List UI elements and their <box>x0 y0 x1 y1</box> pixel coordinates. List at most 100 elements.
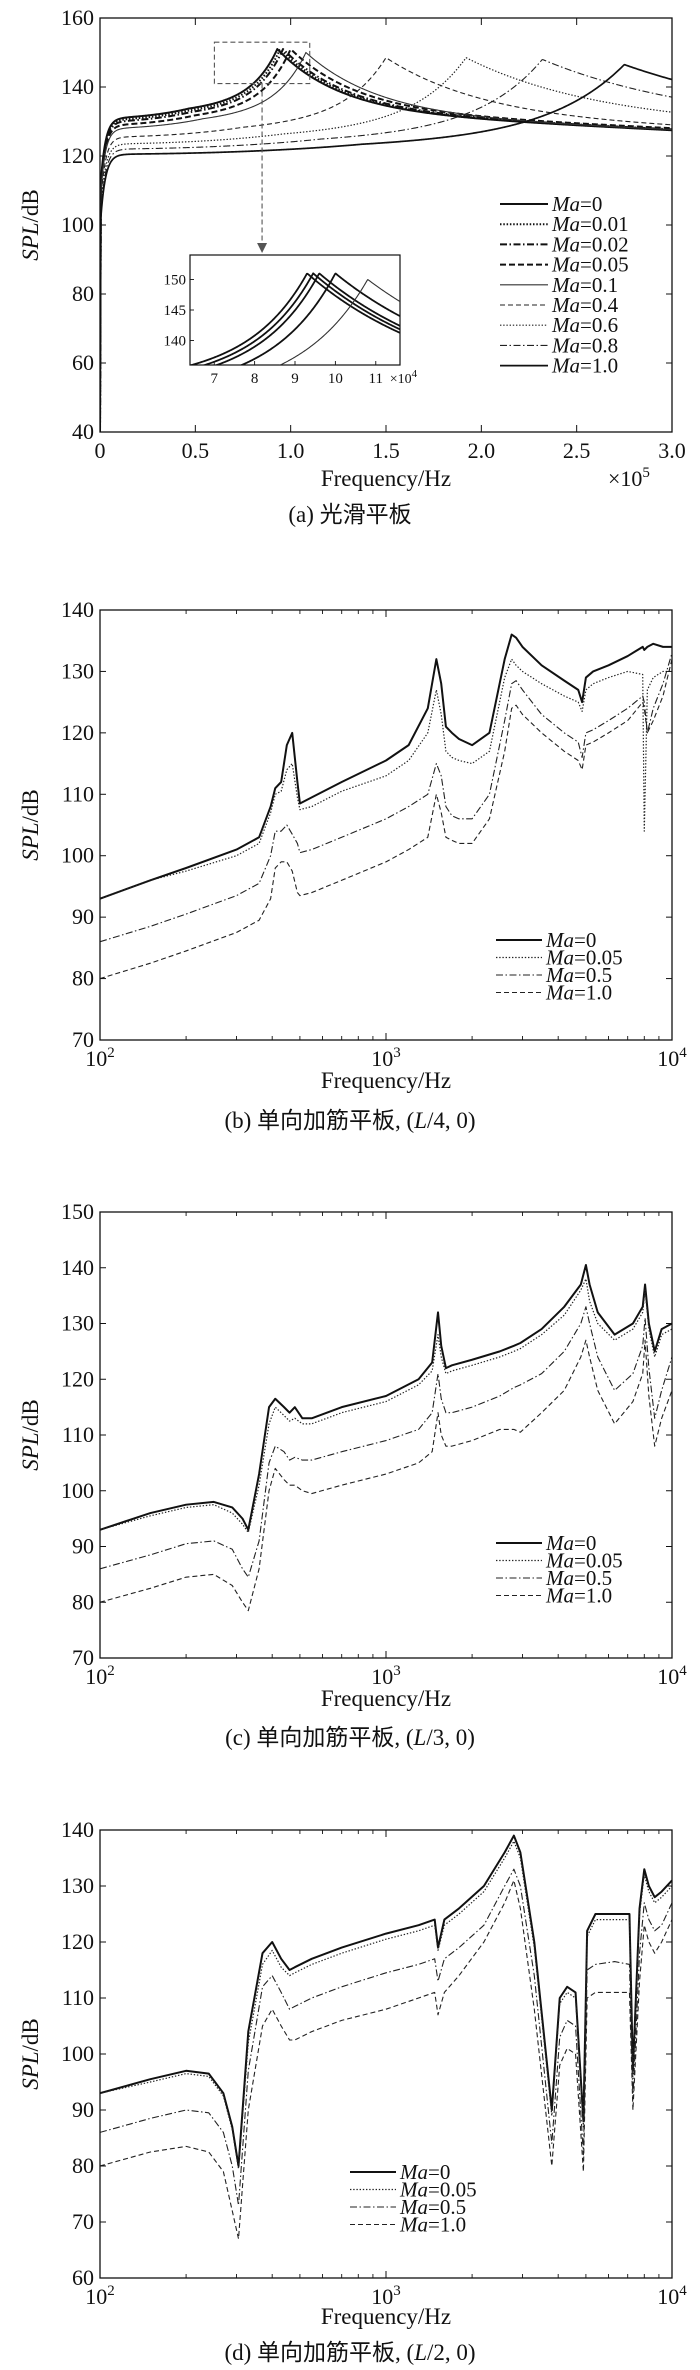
legend-value: =0 <box>580 192 602 216</box>
chart-subtitle: (d) 单向加筋平板, (L/2, 0) <box>224 2340 475 2365</box>
x-tick-label: 103 <box>371 2283 401 2309</box>
legend-value: =0.6 <box>580 313 618 337</box>
inset-x-tick-label: 10 <box>328 371 343 387</box>
x-tick-base: 10 <box>371 2284 393 2309</box>
legend-symbol: Ma <box>551 313 580 337</box>
series-line <box>100 57 672 432</box>
legend-symbol: Ma <box>551 354 580 378</box>
inset-x-multiplier: ×104 <box>390 368 418 387</box>
y-tick-label: 100 <box>61 843 94 868</box>
inset-y-tick-label: 150 <box>164 272 187 288</box>
subtitle-suffix: /4, 0) <box>427 1108 476 1133</box>
y-tick-label: 110 <box>62 1422 94 1447</box>
y-tick-label: 100 <box>61 2041 94 2066</box>
y-tick-label: 150 <box>61 1199 94 1224</box>
y-axis-label-symbol: SPL <box>18 822 43 860</box>
x-tick-base: 10 <box>371 1046 393 1071</box>
y-axis-label-symbol: SPL <box>18 1432 43 1470</box>
legend-entry: Ma=0.01 <box>551 212 629 236</box>
legend-symbol: Ma <box>551 273 580 297</box>
legend-symbol: Ma <box>551 212 580 236</box>
x-tick-base: 10 <box>657 2284 679 2309</box>
subtitle-symbol: L <box>413 1725 427 1750</box>
y-tick-label: 60 <box>72 350 94 375</box>
legend-value: =0 <box>574 928 596 952</box>
y-tick-label: 90 <box>72 1534 94 1559</box>
subtitle-prefix: (d) 单向加筋平板, ( <box>224 2340 414 2365</box>
x-tick-label: 1.0 <box>277 438 305 463</box>
x-tick-exponent: 2 <box>107 2283 115 2299</box>
y-axis-label-unit: /dB <box>18 189 43 222</box>
x-multiplier-base: ×10 <box>608 466 642 491</box>
legend-symbol: Ma <box>399 2213 428 2237</box>
legend-value: =0.02 <box>580 232 629 256</box>
y-tick-label: 130 <box>61 1311 94 1336</box>
legend-value: =1.0 <box>428 2213 466 2237</box>
y-axis-label-symbol: SPL <box>18 222 43 260</box>
legend-symbol: Ma <box>545 1566 574 1590</box>
x-axis-label: Frequency/Hz <box>321 1068 451 1093</box>
zoom-arrow-head <box>257 243 268 253</box>
legend-symbol: Ma <box>551 232 580 256</box>
inset-series-line <box>190 272 400 365</box>
y-tick-label: 80 <box>72 966 94 991</box>
series-line <box>100 1879 672 2240</box>
series-line <box>100 1868 672 2206</box>
x-axis-label: Frequency/Hz <box>321 1686 451 1711</box>
legend-entry: Ma=0 <box>399 2160 450 2184</box>
y-tick-label: 110 <box>62 781 94 806</box>
inset-x-tick-label: 9 <box>291 371 299 387</box>
y-tick-label: 120 <box>61 720 94 745</box>
x-axis-label: Frequency/Hz <box>321 2304 451 2329</box>
legend-entry: Ma=0.8 <box>551 333 618 357</box>
y-tick-label: 120 <box>61 143 94 168</box>
legend-entry: Ma=0.05 <box>545 1549 623 1573</box>
x-tick-exponent: 3 <box>393 1663 401 1679</box>
y-tick-label: 100 <box>61 212 94 237</box>
x-tick-exponent: 4 <box>679 2283 687 2299</box>
y-tick-label: 70 <box>72 2209 94 2234</box>
y-tick-label: 120 <box>61 1366 94 1391</box>
legend-entry: Ma=1.0 <box>399 2213 466 2237</box>
y-tick-label: 100 <box>61 1478 94 1503</box>
legend-value: =0.05 <box>428 2178 477 2202</box>
y-tick-label: 130 <box>61 1873 94 1898</box>
series-line <box>100 659 672 980</box>
legend-value: =0.8 <box>580 333 618 357</box>
legend-entry: Ma=0.5 <box>545 963 612 987</box>
y-tick-label: 130 <box>61 658 94 683</box>
x-tick-label: 3.0 <box>658 438 686 463</box>
x-tick-label: 0 <box>95 438 106 463</box>
legend-entry: Ma=1.0 <box>551 354 618 378</box>
y-tick-label: 140 <box>61 597 94 622</box>
legend-entry: Ma=0.6 <box>551 313 618 337</box>
x-tick-label: 103 <box>371 1663 401 1689</box>
x-tick-label: 104 <box>657 1045 687 1071</box>
series-line <box>100 1278 672 1534</box>
subtitle-suffix: /3, 0) <box>426 1725 475 1750</box>
y-axis-label-symbol: SPL <box>18 2051 43 2089</box>
x-tick-label: 104 <box>657 2283 687 2309</box>
y-tick-label: 80 <box>72 2153 94 2178</box>
x-tick-exponent: 4 <box>679 1045 687 1061</box>
y-tick-label: 70 <box>72 1027 94 1052</box>
y-tick-label: 70 <box>72 1645 94 1670</box>
series-line <box>100 63 672 432</box>
series-line <box>100 652 672 943</box>
y-axis-label: SPL/dB <box>18 2018 43 2090</box>
subtitle-suffix: /2, 0) <box>427 2340 476 2365</box>
inset-x-tick-label: 8 <box>251 371 259 387</box>
legend-entry: Ma=0 <box>545 928 596 952</box>
legend-value: =0 <box>574 1531 596 1555</box>
legend-symbol: Ma <box>551 192 580 216</box>
subtitle-symbol: L <box>413 2340 427 2365</box>
x-tick-base: 10 <box>85 1664 107 1689</box>
x-tick-base: 10 <box>657 1046 679 1071</box>
series-line <box>100 1840 672 2170</box>
inset-series-line <box>214 272 400 365</box>
legend-symbol: Ma <box>551 333 580 357</box>
legend-symbol: Ma <box>551 253 580 277</box>
